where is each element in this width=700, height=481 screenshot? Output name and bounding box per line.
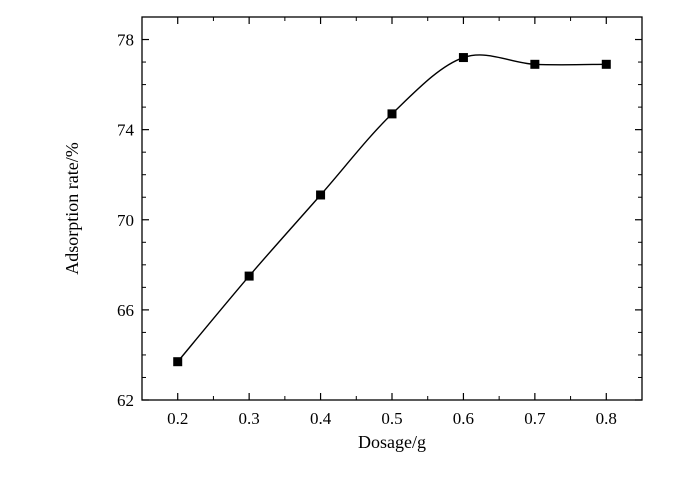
x-tick-label: 0.5	[381, 409, 402, 428]
y-tick-label: 70	[117, 211, 134, 230]
data-point-marker	[458, 53, 468, 63]
series-line	[177, 54, 607, 363]
x-tick-label: 0.7	[524, 409, 546, 428]
y-axis-label: Adsorption rate/%	[62, 142, 82, 274]
x-tick-label: 0.2	[167, 409, 188, 428]
plot-frame	[141, 16, 643, 401]
data-point-marker	[387, 109, 397, 119]
x-axis-label: Dosage/g	[358, 432, 426, 452]
data-point-marker	[601, 59, 611, 69]
data-point-marker	[530, 59, 540, 69]
y-tick-label: 62	[117, 391, 134, 410]
y-tick-label: 74	[117, 121, 135, 140]
data-point-marker	[316, 190, 326, 200]
x-tick-label: 0.8	[596, 409, 617, 428]
x-tick-label: 0.3	[239, 409, 260, 428]
plot-area	[141, 16, 643, 401]
x-tick-label: 0.6	[453, 409, 474, 428]
data-point-marker	[173, 357, 183, 367]
y-tick-label: 66	[117, 301, 134, 320]
axis-ticks: 0.2 0.3 0.4 0.5 0.6 0.7 0.8 62 66 70 74 78	[117, 17, 643, 428]
data-point-marker	[244, 271, 254, 281]
x-tick-label: 0.4	[310, 409, 332, 428]
y-tick-label: 78	[117, 31, 134, 50]
